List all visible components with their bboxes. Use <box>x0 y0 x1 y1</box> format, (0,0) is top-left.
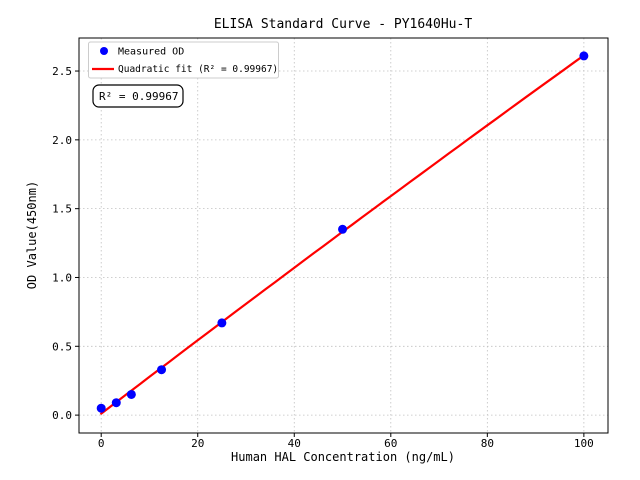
x-tick-label: 60 <box>384 437 397 450</box>
r-squared-annotation: R² = 0.99967 <box>92 84 184 108</box>
r-squared-text: R² = 0.99967 <box>99 90 178 103</box>
y-tick-label: 1.0 <box>52 271 72 284</box>
ticks-layer: 0 20 40 60 80 100 0.0 0.5 1.0 1.5 2.0 2.5 <box>52 65 594 450</box>
data-point <box>338 224 348 234</box>
plot-border <box>78 37 609 434</box>
y-tick-label: 2.5 <box>52 65 72 78</box>
r-squared-box <box>92 84 184 108</box>
x-tick-label: 0 <box>98 437 105 450</box>
y-axis-label: OD Value(450nm) <box>25 181 39 289</box>
grid-layer <box>79 38 608 433</box>
y-tick-label: 1.5 <box>52 203 72 216</box>
quadratic-fit-line <box>100 54 585 415</box>
data-point <box>579 51 589 61</box>
data-point <box>126 389 136 399</box>
legend: Measured OD Quadratic fit (R² = 0.99967) <box>88 41 279 79</box>
legend-box <box>88 41 279 79</box>
data-point <box>96 403 106 413</box>
spines-layer <box>78 37 609 434</box>
y-tick-label: 2.0 <box>52 134 72 147</box>
x-tick-label: 20 <box>191 437 204 450</box>
legend-label-measured: Measured OD <box>118 47 184 58</box>
x-tick-label: 40 <box>288 437 301 450</box>
legend-marker-measured-dot <box>100 47 108 55</box>
x-tick-label: 80 <box>481 437 494 450</box>
fit-line-layer <box>100 54 585 415</box>
legend-label-fit: Quadratic fit (R² = 0.99967) <box>118 64 278 75</box>
data-point <box>217 318 227 328</box>
x-tick-label: 100 <box>574 437 594 450</box>
data-point <box>111 398 121 408</box>
y-tick-label: 0.5 <box>52 340 72 353</box>
data-point <box>157 365 167 375</box>
chart-title: ELISA Standard Curve - PY1640Hu-T <box>214 17 472 32</box>
data-points-layer <box>96 51 589 413</box>
x-axis-label: Human HAL Concentration (ng/mL) <box>231 450 455 464</box>
y-tick-label: 0.0 <box>52 409 72 422</box>
